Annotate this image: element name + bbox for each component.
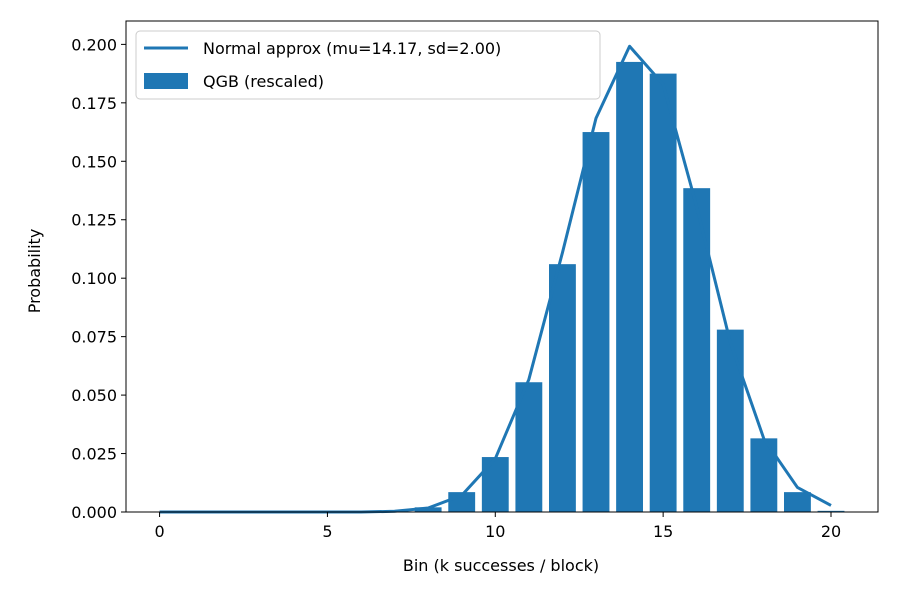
axes-layer: 0 5 10 15 20 0.000 0.025 0.050 0.075 0.100 0.125 0.… xyxy=(71,20,879,541)
x-tick-label: 5 xyxy=(322,522,332,541)
y-tick-label: 0.000 xyxy=(71,503,117,522)
bar-bin-14 xyxy=(616,61,643,513)
y-tick-label: 0.050 xyxy=(71,386,117,405)
legend-label-qgb: QGB (rescaled) xyxy=(203,72,324,91)
bar-bin-18 xyxy=(750,438,778,512)
y-tick-label: 0.175 xyxy=(71,94,117,113)
legend: Normal approx (mu=14.17, sd=2.00) QGB (r… xyxy=(135,30,601,100)
bars-layer xyxy=(381,61,845,513)
bar-bin-16 xyxy=(683,188,711,512)
bar-bin-8 xyxy=(414,507,442,512)
x-tick-label: 0 xyxy=(154,522,164,541)
y-tick-label: 0.200 xyxy=(71,35,117,54)
bar-bin-17 xyxy=(716,329,744,512)
y-tick-label: 0.025 xyxy=(71,445,117,464)
bar-bin-13 xyxy=(582,132,610,513)
x-tick-label: 20 xyxy=(821,522,841,541)
bar-bin-15 xyxy=(649,73,677,512)
legend-frame xyxy=(135,30,601,100)
legend-bar-swatch xyxy=(144,73,188,89)
legend-label-normal: Normal approx (mu=14.17, sd=2.00) xyxy=(203,39,501,58)
bar-bin-19 xyxy=(784,492,811,512)
x-tick-label: 15 xyxy=(653,522,673,541)
bar-bin-12 xyxy=(549,264,576,512)
x-tick-label: 10 xyxy=(485,522,505,541)
y-tick-label: 0.125 xyxy=(71,211,117,230)
y-tick-label: 0.075 xyxy=(71,328,117,347)
plot-frame xyxy=(125,20,879,513)
bar-bin-20 xyxy=(817,510,845,512)
bar-bin-10 xyxy=(481,457,509,512)
y-tick-label: 0.100 xyxy=(71,269,117,288)
y-tick-label: 0.150 xyxy=(71,152,117,171)
y-axis-label: Probability xyxy=(25,229,44,314)
x-axis-label: Bin (k successes / block) xyxy=(403,556,599,575)
